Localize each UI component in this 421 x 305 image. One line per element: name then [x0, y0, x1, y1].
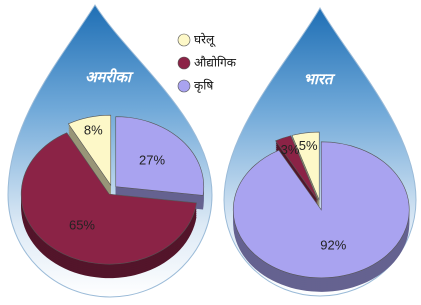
legend-label: औद्योगिक	[194, 56, 237, 70]
legend-marker	[178, 80, 190, 92]
pie-slice	[233, 142, 409, 278]
data-label: 92%	[320, 238, 346, 253]
legend: घरेलू औद्योगिक कृषि	[178, 33, 237, 94]
data-label: 8%	[84, 122, 103, 137]
legend-label: घरेलू	[194, 33, 216, 48]
legend-marker	[178, 34, 190, 46]
data-label: 3%	[281, 142, 300, 157]
legend-marker	[178, 57, 190, 69]
chart-title: भारत	[303, 70, 336, 88]
data-label: 65%	[69, 217, 95, 232]
chart-title: अमरीका	[85, 68, 134, 86]
data-label: 5%	[299, 138, 318, 153]
chart: अमरीका भारत घरेलू औद्योगिक कृषि 8% 65% 27% 5%…	[0, 0, 421, 305]
legend-label: कृषि	[194, 79, 214, 94]
data-label: 27%	[139, 153, 165, 168]
